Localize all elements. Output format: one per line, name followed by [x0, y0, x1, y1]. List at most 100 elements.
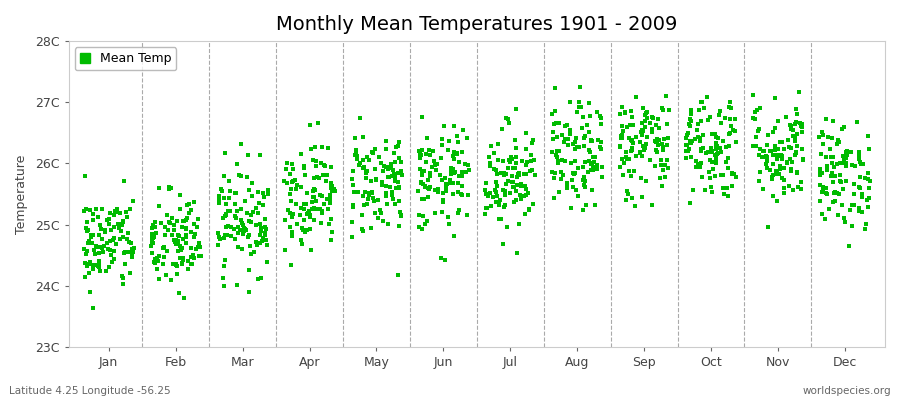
Point: [412, 155, 427, 161]
Point: [773, 139, 788, 146]
Point: [639, 110, 653, 116]
Point: [613, 144, 627, 150]
Point: [847, 191, 861, 197]
Point: [496, 240, 510, 247]
Point: [345, 233, 359, 240]
Point: [554, 169, 569, 175]
Point: [493, 170, 508, 176]
Point: [497, 170, 511, 176]
Point: [777, 185, 791, 191]
Point: [443, 180, 457, 186]
Point: [772, 166, 787, 172]
Point: [566, 141, 580, 147]
Point: [688, 158, 703, 164]
Point: [365, 148, 380, 155]
Point: [590, 162, 604, 168]
Point: [766, 152, 780, 158]
Point: [346, 204, 360, 210]
Point: [221, 178, 236, 184]
Point: [84, 206, 98, 213]
Point: [558, 135, 572, 142]
Point: [625, 114, 639, 120]
Point: [625, 138, 639, 144]
Point: [217, 263, 231, 269]
Point: [87, 247, 102, 253]
Point: [151, 253, 166, 260]
Point: [230, 160, 244, 167]
Point: [106, 224, 121, 230]
Point: [161, 219, 176, 225]
Point: [514, 195, 528, 202]
Point: [383, 161, 398, 168]
Point: [497, 172, 511, 178]
Point: [447, 170, 462, 176]
Point: [660, 121, 674, 127]
Point: [193, 244, 207, 250]
Point: [235, 246, 249, 252]
Point: [826, 199, 841, 205]
Point: [827, 189, 842, 195]
Point: [237, 225, 251, 232]
Point: [712, 144, 726, 151]
Point: [82, 261, 96, 268]
Point: [722, 130, 736, 137]
Point: [858, 226, 872, 232]
Point: [635, 127, 650, 134]
Point: [112, 236, 127, 243]
Point: [705, 159, 719, 166]
Point: [570, 144, 584, 150]
Point: [615, 134, 629, 140]
Point: [164, 277, 178, 283]
Point: [721, 165, 735, 172]
Point: [852, 184, 867, 190]
Point: [261, 187, 275, 193]
Point: [791, 184, 806, 190]
Point: [590, 137, 605, 143]
Point: [115, 275, 130, 282]
Point: [704, 145, 718, 151]
Point: [388, 178, 402, 184]
Point: [585, 186, 599, 193]
Point: [693, 134, 707, 141]
Point: [512, 172, 526, 178]
Point: [770, 152, 785, 158]
Point: [378, 190, 392, 196]
Point: [840, 148, 854, 154]
Point: [328, 188, 342, 194]
Point: [220, 222, 235, 229]
Point: [594, 114, 608, 121]
Point: [110, 206, 124, 212]
Point: [277, 216, 292, 223]
Point: [697, 104, 711, 111]
Point: [624, 173, 638, 180]
Point: [241, 267, 256, 273]
Point: [624, 148, 638, 154]
Point: [650, 149, 664, 156]
Point: [419, 159, 434, 165]
Point: [700, 94, 715, 100]
Point: [626, 140, 640, 146]
Point: [112, 223, 127, 230]
Point: [82, 259, 96, 265]
Point: [721, 192, 735, 199]
Point: [385, 188, 400, 195]
Point: [724, 170, 739, 176]
Point: [176, 294, 191, 301]
Point: [680, 135, 694, 141]
Point: [835, 202, 850, 208]
Point: [307, 194, 321, 200]
Point: [258, 224, 273, 230]
Point: [639, 177, 653, 184]
Point: [625, 108, 639, 114]
Point: [450, 150, 464, 157]
Point: [346, 202, 360, 208]
Point: [694, 118, 708, 124]
Point: [560, 122, 574, 128]
Point: [585, 160, 599, 167]
Point: [353, 115, 367, 122]
Point: [461, 192, 475, 198]
Point: [80, 219, 94, 226]
Point: [689, 127, 704, 134]
Point: [371, 215, 385, 221]
Point: [509, 250, 524, 257]
